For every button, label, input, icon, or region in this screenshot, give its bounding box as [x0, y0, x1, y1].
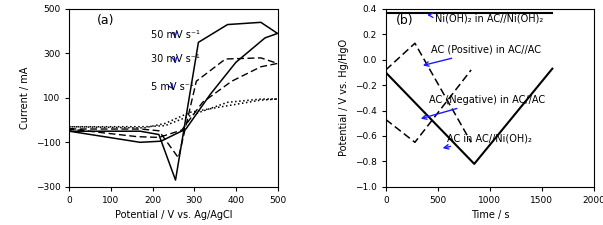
Text: 50 mV s⁻¹: 50 mV s⁻¹ [151, 30, 200, 40]
X-axis label: Time / s: Time / s [470, 210, 509, 220]
Text: AC (Positive) in AC//AC: AC (Positive) in AC//AC [425, 45, 540, 66]
Text: Ni(OH)₂ in AC//Ni(OH)₂: Ni(OH)₂ in AC//Ni(OH)₂ [429, 13, 543, 24]
Text: AC in AC//Ni(OH)₂: AC in AC//Ni(OH)₂ [444, 133, 532, 149]
Y-axis label: Potential / V vs. Hg/HgO: Potential / V vs. Hg/HgO [339, 39, 349, 156]
Text: (a): (a) [96, 14, 114, 27]
Text: (b): (b) [396, 14, 414, 27]
Y-axis label: Current / mA: Current / mA [20, 67, 30, 129]
Text: AC (Negative) in AC//AC: AC (Negative) in AC//AC [422, 95, 545, 119]
Text: 30 mV s⁻¹: 30 mV s⁻¹ [151, 54, 199, 64]
Text: 5 mV s⁻¹: 5 mV s⁻¹ [151, 82, 194, 92]
X-axis label: Potential / V vs. Ag/AgCl: Potential / V vs. Ag/AgCl [115, 210, 232, 220]
